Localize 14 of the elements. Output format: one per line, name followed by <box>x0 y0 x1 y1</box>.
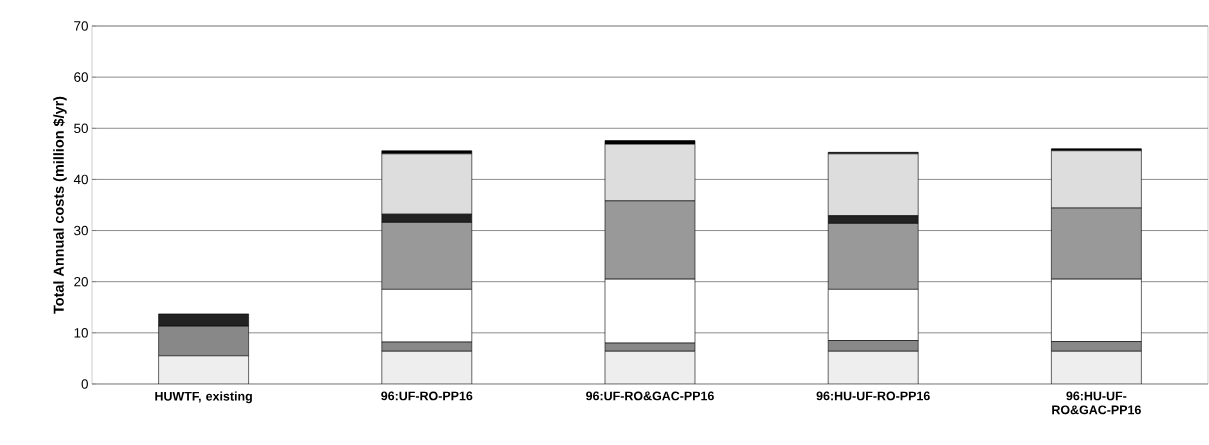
x-tick-label: 96:UF-RO-PP16 <box>381 391 473 401</box>
x-tick-label: 96:UF-RO&GAC-PP16 <box>586 391 714 401</box>
x-tick-label: 96:HU-UF-RO-PP16 <box>816 391 930 401</box>
y-tick-label: 60 <box>74 72 88 82</box>
x-tick-label: 96:HU-UF-RO&GAC-PP16 <box>1052 391 1141 415</box>
y-tick-label: 0 <box>81 379 88 389</box>
y-tick-label: 10 <box>74 328 88 338</box>
y-tick-label: 50 <box>74 123 88 134</box>
y-tick-label: 20 <box>74 276 88 287</box>
x-tick-label: HUWTF, existing <box>155 391 252 404</box>
y-tick-label: 40 <box>73 174 88 185</box>
y-axis-title: Total Annual costs (million $/yr) <box>52 96 67 314</box>
y-tick-label: 30 <box>74 225 88 236</box>
y-tick-label: 70 <box>74 21 88 31</box>
